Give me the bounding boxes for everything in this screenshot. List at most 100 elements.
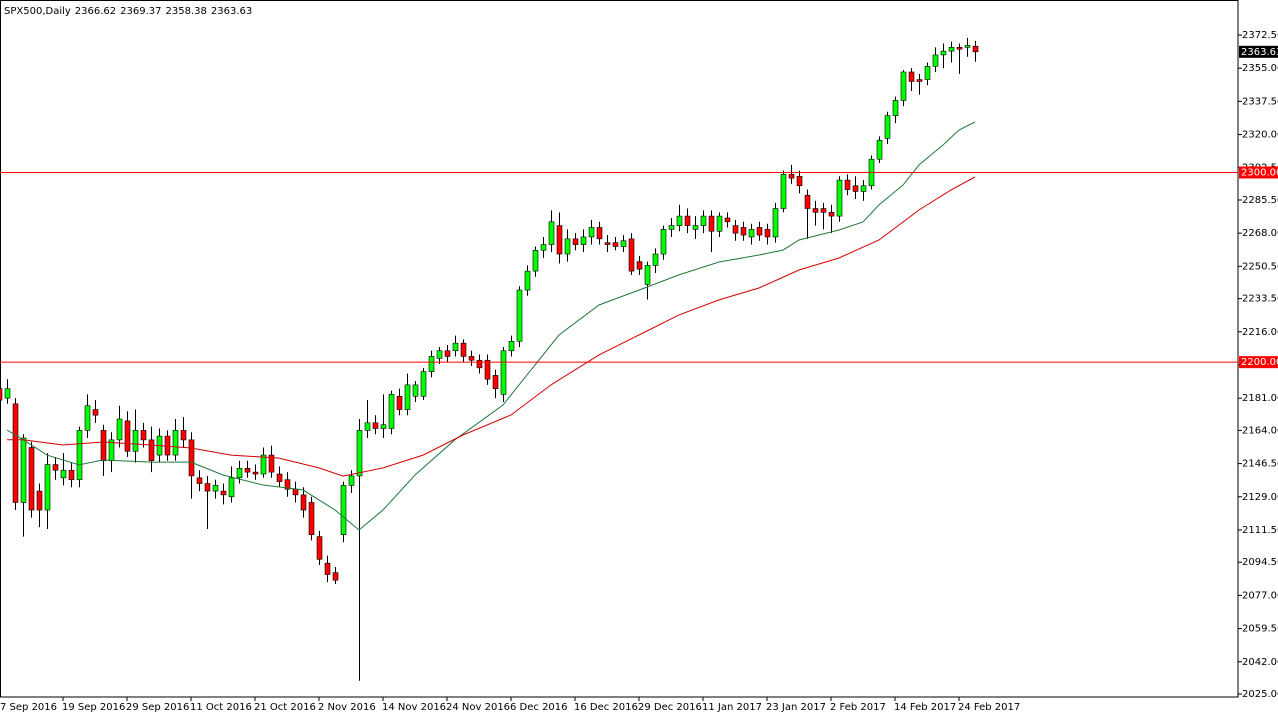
close-value: 2363.63 (211, 6, 252, 17)
candle-body (484, 359, 491, 380)
candle-body (780, 174, 787, 209)
candle-body (468, 356, 475, 361)
candle-body (372, 422, 379, 429)
y-tick-label: 2059.50 (1242, 624, 1278, 635)
candle-body (28, 447, 35, 511)
candle-body (52, 464, 59, 471)
header: SPX500,Daily 2366.62 2369.37 2358.38 2363.63 (4, 6, 252, 17)
candle-body (628, 238, 635, 272)
candle-body (284, 479, 291, 490)
candle-body (516, 289, 523, 342)
candle-body (796, 175, 803, 187)
axes: 2372.502355.002337.502320.002302.502285.… (0, 30, 1278, 713)
plot-frame (0, 0, 1239, 698)
candle-body (508, 340, 515, 352)
candle-body (196, 477, 203, 484)
x-tick-label: 29 Sep 2016 (126, 702, 189, 713)
candle-body (940, 50, 947, 56)
candle-body (188, 439, 195, 477)
candle-body (972, 45, 979, 53)
candle-body (860, 185, 867, 192)
candle-body (260, 454, 267, 475)
candle-body (84, 405, 91, 431)
candle-body (500, 350, 507, 395)
candle-body (324, 562, 331, 575)
candle-body (252, 471, 259, 475)
candle-body (444, 350, 451, 357)
candle-body (132, 430, 139, 452)
candle-body (556, 225, 563, 255)
candle-body (596, 227, 603, 240)
candle-body (884, 115, 891, 139)
candle-body (716, 215, 723, 232)
y-tick-label: 2094.50 (1242, 557, 1278, 568)
candle-body (956, 47, 963, 50)
candle-body (764, 229, 771, 238)
candle-body (668, 225, 675, 230)
candle-body (148, 439, 155, 462)
y-tick-label: 2285.50 (1242, 195, 1278, 206)
y-tick-label: 2250.50 (1242, 261, 1278, 272)
candle-body (732, 225, 739, 234)
candle-body (76, 430, 83, 481)
moving-average (6, 121, 976, 531)
candle-body (636, 261, 643, 270)
candle-body (0, 388, 3, 401)
candle-body (612, 242, 619, 247)
x-tick-label: 7 Sep 2016 (0, 702, 57, 713)
candle-body (364, 422, 371, 431)
candle-body (812, 208, 819, 213)
x-tick-label: 2 Nov 2016 (318, 702, 376, 713)
y-tick-label: 2129.00 (1242, 492, 1278, 503)
x-tick-label: 29 Dec 2016 (638, 702, 702, 713)
candle-body (644, 265, 651, 285)
candle-body (580, 236, 587, 245)
candle-body (948, 47, 955, 52)
candle-body (308, 502, 315, 536)
candle-body (428, 356, 435, 372)
x-tick-label: 16 Dec 2016 (574, 702, 638, 713)
y-tick-label: 2268.00 (1242, 228, 1278, 239)
candle-body (932, 54, 939, 67)
candle-body (340, 485, 347, 536)
candle-body (620, 240, 627, 247)
candle-body (652, 253, 659, 266)
level-label-box (1239, 166, 1278, 179)
y-tick-label: 2355.00 (1242, 63, 1278, 74)
candle-body (36, 490, 43, 511)
candle-body (12, 403, 19, 503)
candle-body (268, 454, 275, 473)
last-price-label: 2363.63 (1241, 47, 1278, 58)
candle-body (140, 430, 147, 441)
candle-body (788, 174, 795, 179)
candle-body (44, 464, 51, 511)
y-tick-label: 2233.50 (1242, 294, 1278, 305)
candle-body (348, 475, 355, 486)
candle-body (772, 208, 779, 238)
last-price-box (1239, 45, 1278, 58)
candle-body (524, 270, 531, 291)
candle-body (412, 384, 419, 397)
candle-body (700, 215, 707, 226)
candle-body (828, 212, 835, 217)
candle-body (836, 179, 843, 217)
candle-body (844, 179, 851, 190)
candle-body (876, 139, 883, 160)
candle-body (212, 485, 219, 492)
candle-body (460, 342, 467, 357)
high-value: 2369.37 (120, 6, 161, 17)
candle-body (924, 65, 931, 80)
candle-body (852, 185, 859, 192)
x-tick-label: 24 Feb 2017 (958, 702, 1020, 713)
candle-body (68, 469, 75, 481)
candle-body (964, 45, 971, 48)
candle-body (900, 71, 907, 101)
y-tick-label: 2216.00 (1242, 327, 1278, 338)
candle-body (292, 488, 299, 496)
candle-body (492, 375, 499, 389)
x-tick-label: 6 Dec 2016 (510, 702, 568, 713)
candle-body (60, 469, 67, 479)
candle-body (180, 430, 187, 441)
candle-body (724, 217, 731, 223)
